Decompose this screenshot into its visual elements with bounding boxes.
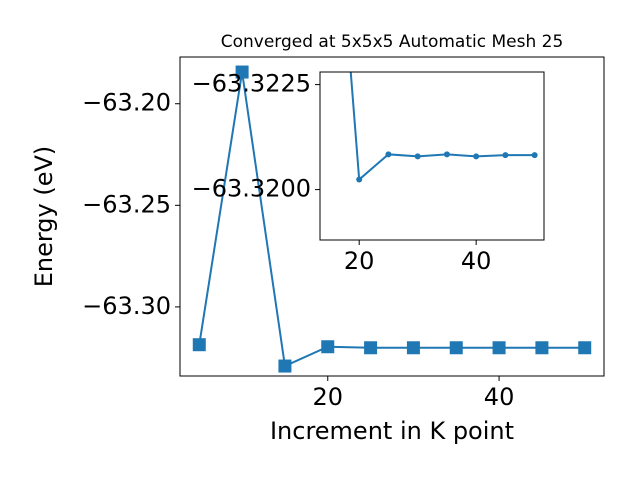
marker (364, 341, 378, 355)
marker (356, 176, 363, 183)
series-line (349, 72, 535, 182)
marker (443, 151, 450, 158)
marker (449, 341, 463, 355)
plot-content (349, 72, 538, 183)
chart-title: Converged at 5x5x5 Automatic Mesh 25 (221, 32, 564, 52)
marker (492, 341, 506, 355)
x-tick-label: 40 (461, 247, 492, 275)
marker (578, 341, 592, 355)
marker (321, 340, 335, 354)
marker (278, 359, 292, 373)
y-tick-label: −63.25 (82, 190, 171, 218)
marker (406, 341, 420, 355)
axes-frame (179, 56, 605, 377)
marker (531, 152, 538, 159)
axes-frame (319, 71, 545, 241)
y-axis-label: Energy (eV) (30, 146, 58, 288)
y-tick-label: −63.30 (82, 292, 171, 320)
y-tick-label: −63.3200 (192, 175, 311, 203)
y-tick-label: −63.20 (82, 89, 171, 117)
marker (535, 341, 549, 355)
marker (502, 152, 509, 159)
marker (235, 65, 249, 79)
series-line (198, 71, 585, 368)
x-tick-label: 20 (344, 247, 375, 275)
plot-content (192, 65, 592, 373)
x-axis-label: Increment in K point (270, 417, 514, 445)
marker (192, 338, 206, 352)
x-tick-label: 40 (484, 383, 515, 411)
marker (473, 153, 480, 160)
marker (414, 153, 421, 160)
x-tick-label: 20 (312, 383, 343, 411)
marker (385, 151, 392, 158)
y-tick-label: −63.3225 (192, 70, 311, 98)
